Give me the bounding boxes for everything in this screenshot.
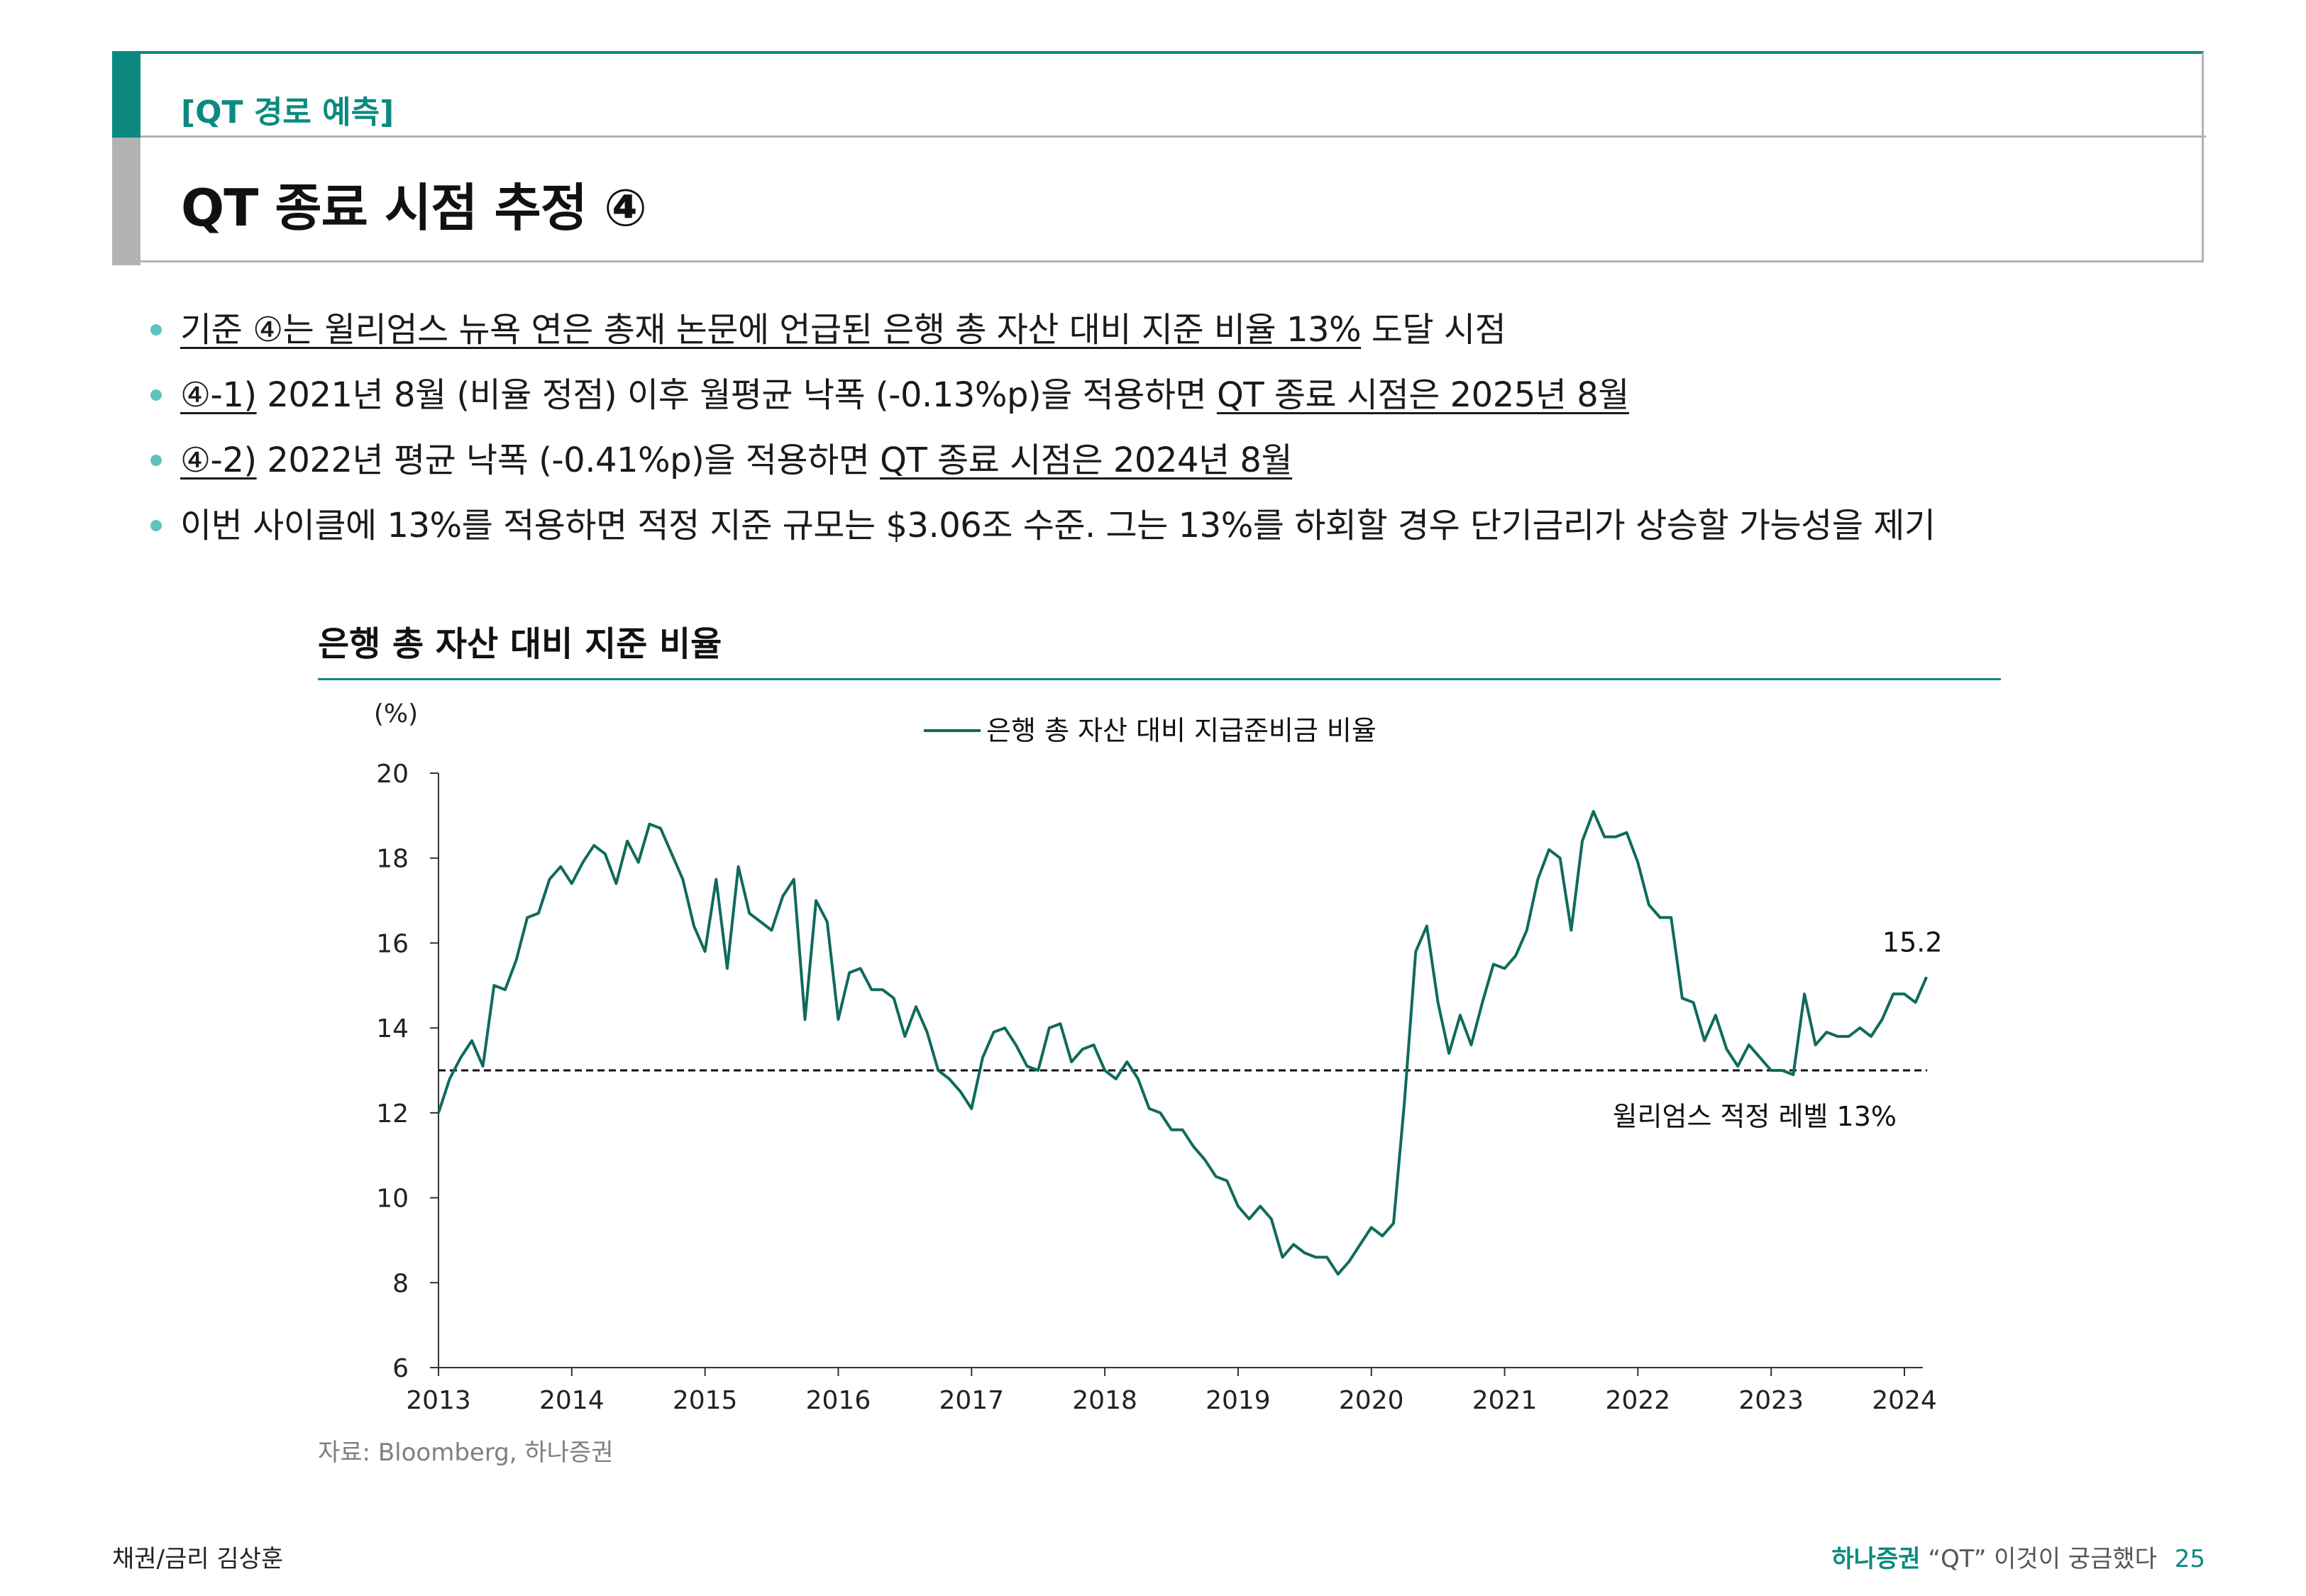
x-tick-label: 2016 bbox=[806, 1386, 871, 1415]
bullet-dot-icon bbox=[150, 389, 162, 401]
x-tick-label: 2022 bbox=[1606, 1386, 1671, 1415]
x-tick-label: 2015 bbox=[673, 1386, 738, 1415]
x-tick-label: 2014 bbox=[539, 1386, 605, 1415]
bullet-dot-icon bbox=[150, 455, 162, 466]
bullet-text: 도달 시점 bbox=[1361, 310, 1506, 350]
bullet-text: 2021년 8월 (비율 정점) 이후 월평균 낙폭 (-0.13%p)을 적용… bbox=[256, 375, 1217, 415]
y-tick-label: 6 bbox=[392, 1354, 409, 1383]
footer-series-title: “QT” 이것이 궁금했다 bbox=[1928, 1545, 2157, 1573]
section-tag: [QT 경로 예측] bbox=[181, 94, 395, 131]
bullet-item: ④-2) 2022년 평균 낙폭 (-0.41%p)을 적용하면 QT 종료 시… bbox=[146, 432, 2204, 497]
x-tick-label: 2017 bbox=[939, 1386, 1004, 1415]
reference-line-label: 윌리엄스 적정 레벨 13% bbox=[1613, 1101, 1897, 1132]
bullet-text: 이번 사이클에 13%를 적용하면 적정 지준 규모는 $3.06조 수준. 그… bbox=[180, 506, 1936, 545]
footer-author: 채권/금리 김상훈 bbox=[112, 1545, 284, 1573]
legend-label: 은행 총 자산 대비 지급준비금 비율 bbox=[986, 715, 1377, 746]
x-tick-label: 2020 bbox=[1339, 1386, 1404, 1415]
bullet-text: QT 종료 시점은 2024년 8월 bbox=[880, 440, 1293, 480]
bullet-item: 이번 사이클에 13%를 적용하면 적정 지준 규모는 $3.06조 수준. 그… bbox=[146, 497, 2204, 563]
x-tick-label: 2024 bbox=[1872, 1386, 1937, 1415]
x-tick-label: 2023 bbox=[1738, 1386, 1804, 1415]
header-accent-bar bbox=[112, 51, 140, 138]
bullet-item: 기준 ④는 윌리엄스 뉴욕 연은 총재 논문에 언급된 은행 총 자산 대비 지… bbox=[146, 301, 2204, 367]
bullet-text: ④-2) bbox=[180, 440, 257, 480]
series-line-reserve-ratio bbox=[437, 809, 1929, 1276]
y-tick-label: 16 bbox=[376, 929, 409, 958]
bullet-dot-icon bbox=[150, 324, 162, 336]
bullet-text: 2022년 평균 낙폭 (-0.41%p)을 적용하면 bbox=[256, 440, 881, 480]
y-tick-label: 12 bbox=[376, 1099, 409, 1129]
x-tick-label: 2018 bbox=[1072, 1386, 1137, 1415]
source-note: 자료: Bloomberg, 하나증권 bbox=[318, 1439, 614, 1467]
x-tick-label: 2013 bbox=[406, 1386, 471, 1415]
y-tick-label: 8 bbox=[392, 1269, 409, 1298]
footer-right: 하나증권 “QT” 이것이 궁금했다 25 bbox=[1831, 1539, 2205, 1574]
bullet-text: 기준 ④는 윌리엄스 뉴욕 연은 총재 논문에 언급된 은행 총 자산 대비 지… bbox=[180, 310, 1362, 350]
bullet-dot-icon bbox=[150, 520, 162, 531]
bullet-list: 기준 ④는 윌리엄스 뉴욕 연은 총재 논문에 언급된 은행 총 자산 대비 지… bbox=[146, 301, 2204, 563]
header-side-bar bbox=[112, 138, 140, 265]
y-tick-label: 14 bbox=[376, 1014, 409, 1043]
y-tick-label: 20 bbox=[376, 760, 409, 789]
y-tick-label: 18 bbox=[376, 845, 409, 874]
footer-brand: 하나증권 bbox=[1831, 1545, 1921, 1573]
page-number: 25 bbox=[2174, 1545, 2205, 1573]
bullet-text: QT 종료 시점은 2025년 8월 bbox=[1216, 375, 1629, 415]
end-value-label: 15.2 bbox=[1882, 926, 1943, 958]
x-tick-label: 2021 bbox=[1472, 1386, 1538, 1415]
header-box: [QT 경로 예측] QT 종료 시점 추정 ④ bbox=[112, 51, 2206, 265]
chart-title: 은행 총 자산 대비 지준 비율 bbox=[318, 624, 722, 664]
bullet-item: ④-1) 2021년 8월 (비율 정점) 이후 월평균 낙폭 (-0.13%p… bbox=[146, 367, 2204, 432]
page-title: QT 종료 시점 추정 ④ bbox=[181, 178, 647, 238]
x-tick-label: 2019 bbox=[1206, 1386, 1271, 1415]
chart-title-rule bbox=[318, 678, 2001, 680]
y-tick-label: 10 bbox=[376, 1185, 409, 1214]
bullet-text: ④-1) bbox=[180, 375, 257, 415]
y-axis-unit: (%) bbox=[374, 699, 418, 728]
